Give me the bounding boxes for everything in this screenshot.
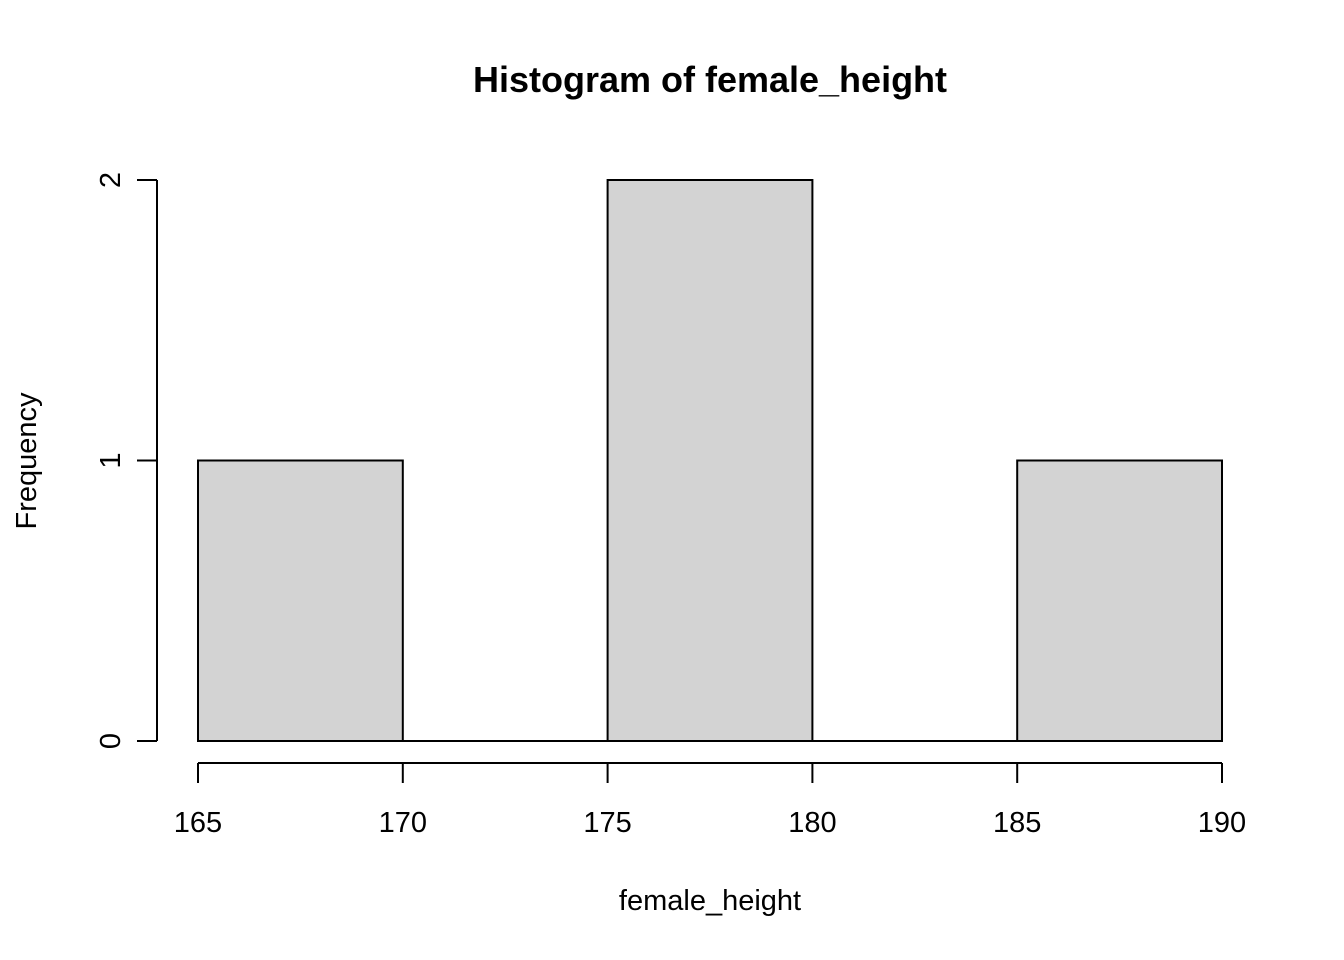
y-tick-label-1: 1: [95, 452, 127, 468]
x-tick-label-180: 180: [788, 807, 836, 839]
y-tick-label-0: 0: [95, 733, 127, 749]
x-tick-label-190: 190: [1198, 807, 1246, 839]
x-tick-label-185: 185: [993, 807, 1041, 839]
histogram-bar-185-190: [1016, 459, 1224, 742]
y-tick-label-2: 2: [95, 172, 127, 188]
y-axis-label: Frequency: [11, 392, 43, 530]
histogram-bar-175-180: [606, 179, 814, 742]
x-axis-label: female_height: [619, 885, 801, 917]
histogram-bar-165-170: [197, 459, 404, 742]
bars-layer: [197, 179, 1224, 742]
chart-title: Histogram of female_height: [473, 59, 947, 100]
x-tick-label-165: 165: [174, 807, 222, 839]
x-tick-label-170: 170: [379, 807, 427, 839]
y-axis: 0 1 2: [95, 172, 158, 749]
x-tick-label-175: 175: [583, 807, 631, 839]
x-axis: 165 170 175 180 185 190: [174, 762, 1246, 839]
